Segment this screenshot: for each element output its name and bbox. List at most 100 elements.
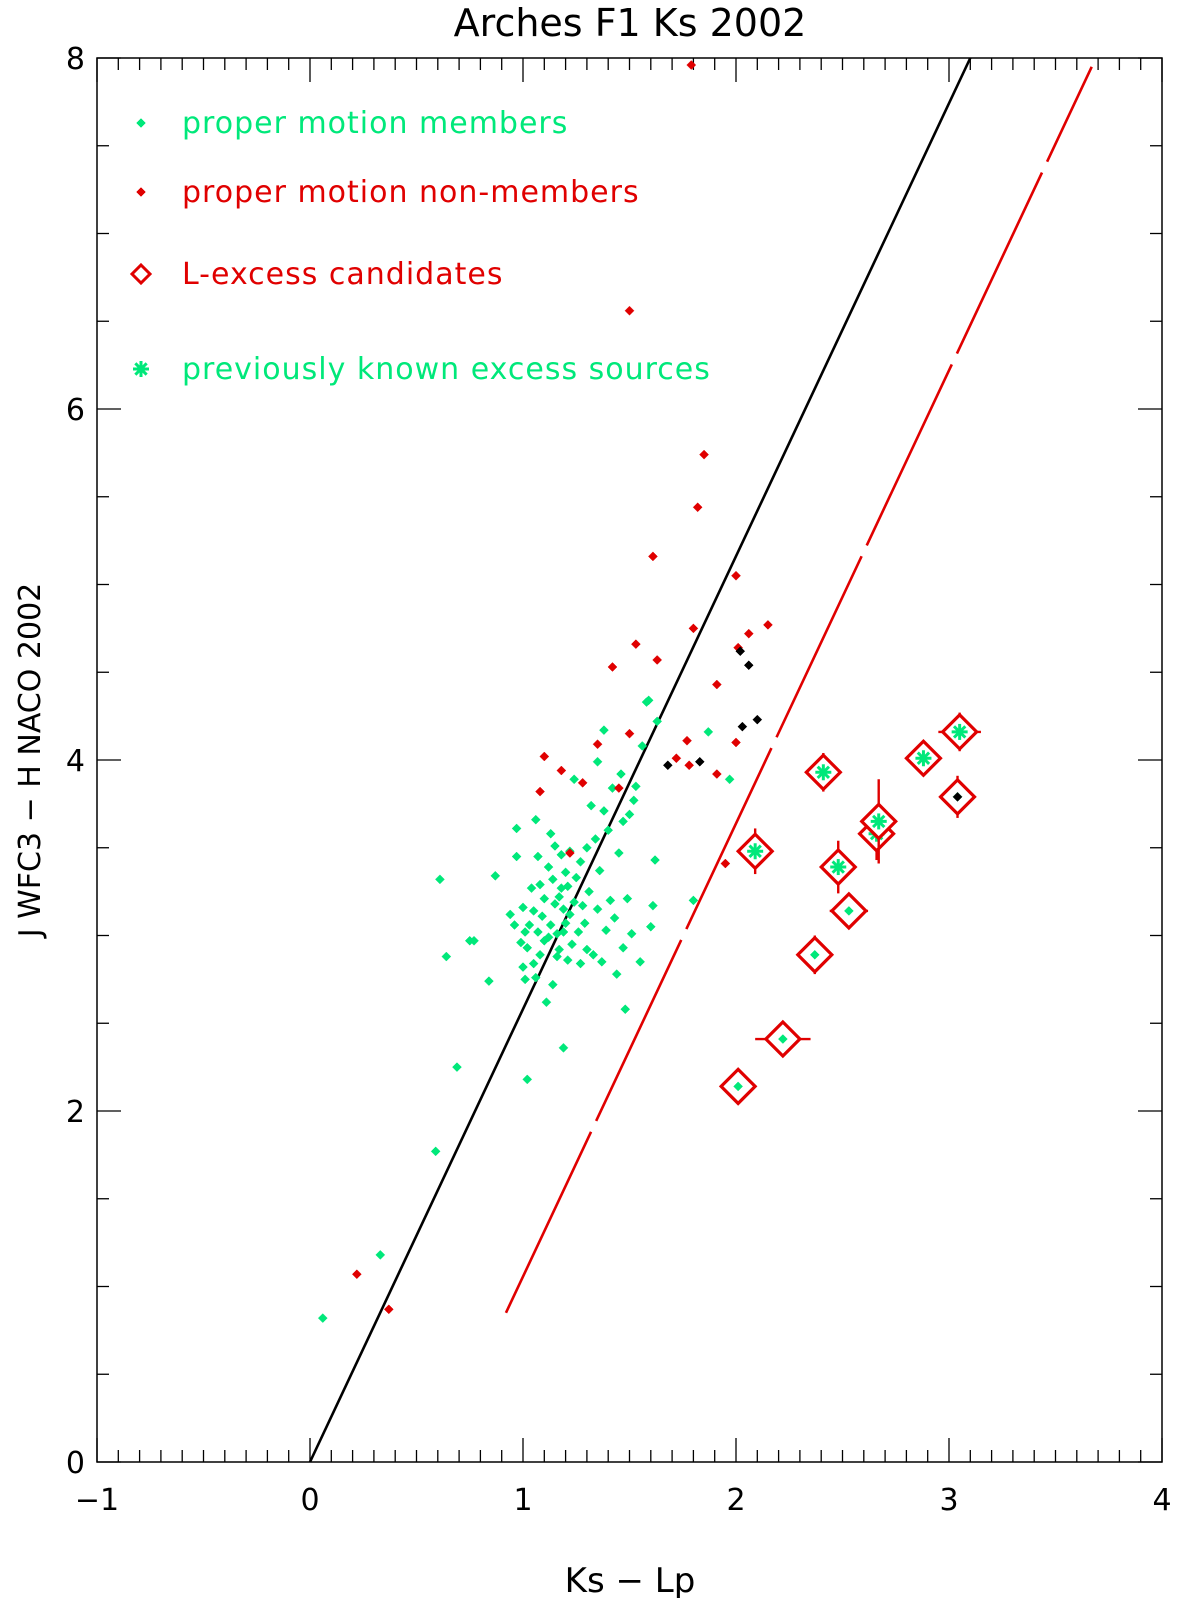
- member-point: [530, 814, 541, 825]
- known-excess-marker: [815, 764, 832, 781]
- y-tick-label: 8: [66, 42, 85, 77]
- asterisk-stroke: [831, 860, 845, 874]
- member-point: [452, 1062, 462, 1072]
- member-point: [643, 695, 654, 706]
- member-point: [592, 756, 603, 767]
- member-point: [511, 823, 522, 834]
- candidate-point: [718, 1067, 758, 1106]
- member-point: [650, 855, 660, 865]
- legend-label: L-excess candidates: [182, 257, 503, 292]
- member-point: [618, 816, 628, 827]
- member-point: [545, 920, 556, 930]
- x-tick-label: 4: [1152, 1483, 1171, 1518]
- unclassified-point: [752, 714, 763, 725]
- member-point: [620, 1004, 631, 1015]
- member-point: [537, 911, 548, 922]
- member-point: [628, 795, 639, 806]
- member-point: [592, 904, 603, 915]
- non-member-point: [652, 655, 663, 665]
- non-member-point: [383, 1304, 394, 1315]
- x-tick-label: −1: [75, 1483, 119, 1518]
- legend-marker: [133, 361, 149, 377]
- non-member-point: [613, 783, 624, 793]
- member-point: [550, 899, 560, 909]
- y-axis-label: J WFC3 − H NACO 2002: [13, 583, 48, 940]
- known-excess-marker: [747, 843, 764, 860]
- member-point: [530, 972, 541, 983]
- non-member-point: [720, 858, 731, 869]
- non-member-point: [682, 735, 692, 746]
- member-point: [441, 951, 452, 962]
- member-point: [582, 944, 592, 955]
- candidate-point: [818, 840, 858, 894]
- member-point: [547, 979, 558, 990]
- member-point: [562, 881, 573, 892]
- member-point: [535, 949, 545, 960]
- asterisk-stroke: [816, 765, 831, 780]
- member-point: [605, 895, 616, 906]
- legend-entry: L-excess candidates: [129, 257, 503, 292]
- unclassified-point: [737, 721, 748, 732]
- member-point: [688, 895, 699, 906]
- member-point: [505, 909, 516, 920]
- member-point: [586, 800, 597, 811]
- unclassified-point: [662, 760, 673, 771]
- member-point: [528, 906, 539, 916]
- member-point: [624, 809, 635, 820]
- non-member-point: [763, 620, 773, 630]
- known-excess-marker: [915, 750, 932, 767]
- member-point: [469, 935, 479, 946]
- member-point: [317, 1313, 328, 1323]
- member-point: [652, 716, 663, 727]
- legend-marker: [136, 187, 146, 197]
- candidate-point: [804, 752, 843, 792]
- legend-label: proper motion members: [182, 106, 568, 141]
- reference-line: [308, 57, 972, 1463]
- non-member-point: [743, 628, 754, 639]
- candidate-point: [904, 738, 943, 778]
- member-point: [484, 976, 494, 986]
- member-point: [562, 955, 573, 965]
- reference-lines: [308, 57, 1093, 1463]
- member-point: [569, 897, 579, 908]
- member-point: [552, 951, 562, 962]
- member-point: [556, 849, 567, 860]
- reference-line: [504, 66, 1093, 1314]
- member-point: [522, 1074, 533, 1085]
- x-tick-label: 1: [513, 1483, 532, 1518]
- member-point: [645, 921, 656, 932]
- member-point: [567, 939, 577, 950]
- non-member-point: [692, 502, 703, 513]
- non-member-point: [688, 623, 699, 634]
- member-point: [509, 920, 520, 930]
- chart-title: Arches F1 Ks 2002: [454, 1, 807, 45]
- candidate-point: [735, 828, 775, 875]
- candidate-point: [829, 891, 869, 931]
- member-point: [518, 902, 528, 913]
- member-point: [603, 825, 614, 836]
- non-member-point: [699, 449, 709, 460]
- candidate-point: [859, 779, 898, 864]
- non-member-point: [731, 737, 741, 748]
- member-point: [375, 1250, 386, 1260]
- unclassified-point: [743, 660, 754, 671]
- member-point: [616, 769, 626, 779]
- member-point: [575, 856, 586, 867]
- member-point: [607, 783, 618, 793]
- legend-label: previously known excess sources: [182, 352, 711, 387]
- asterisk-stroke: [916, 751, 931, 765]
- member-point: [560, 918, 571, 929]
- non-member-point: [535, 786, 545, 797]
- non-member-point: [648, 551, 658, 562]
- member-point: [626, 928, 637, 939]
- member-point: [590, 834, 601, 844]
- member-point: [596, 956, 607, 967]
- data-points: [317, 60, 981, 1323]
- member-point: [631, 781, 641, 792]
- known-excess-marker: [830, 859, 847, 876]
- unclassified-point: [952, 792, 963, 802]
- member-point: [524, 920, 535, 930]
- member-point: [573, 927, 584, 937]
